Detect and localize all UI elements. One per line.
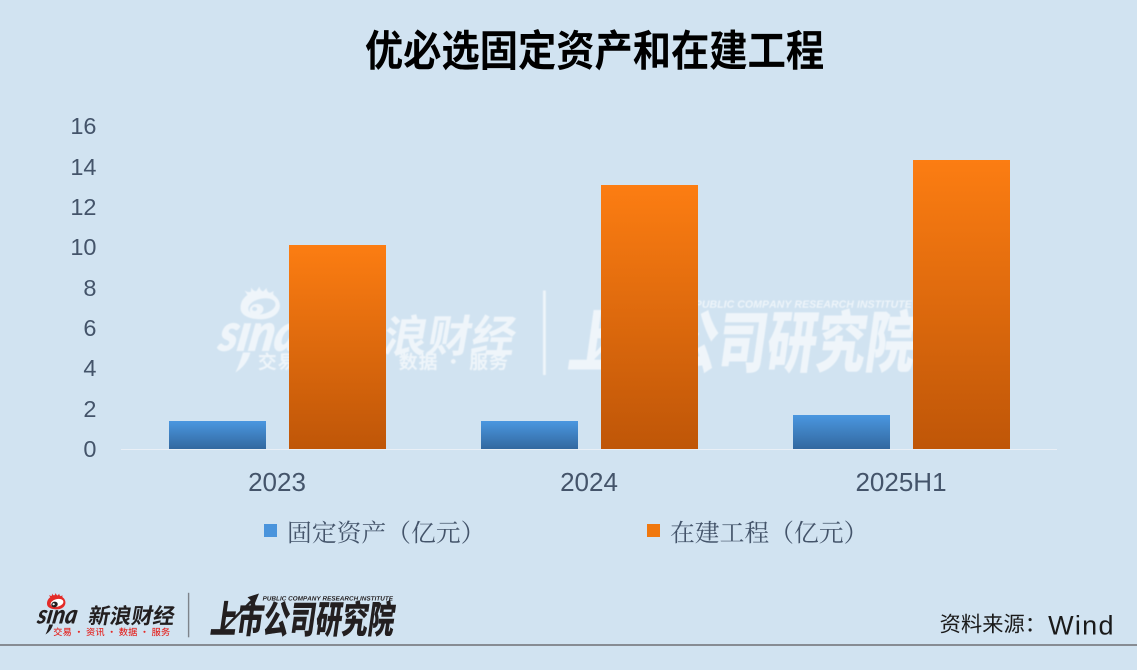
svg-text:Wind: Wind: [1048, 611, 1115, 641]
